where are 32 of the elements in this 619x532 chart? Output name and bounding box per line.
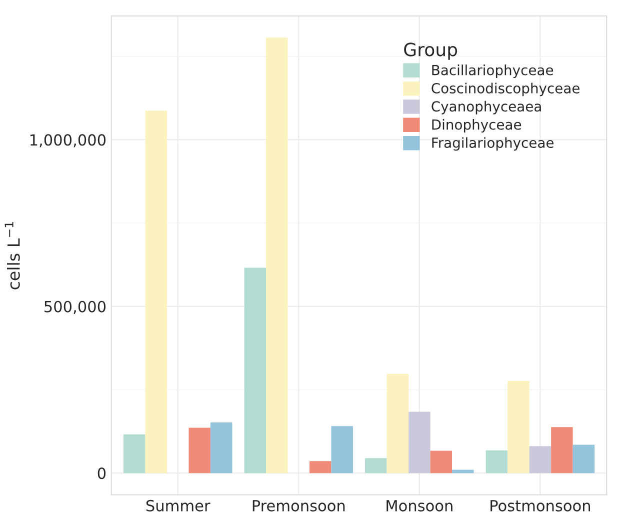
bar xyxy=(266,38,288,474)
legend-label: Bacillariophyceae xyxy=(432,64,554,78)
bar xyxy=(408,412,430,474)
bar xyxy=(508,381,530,474)
bar xyxy=(331,426,353,474)
bar xyxy=(572,444,595,474)
x-tick-label: Summer xyxy=(146,500,210,512)
x-tick-label: Monsoon xyxy=(386,500,452,512)
y-axis-title: cells L$^{−1}$ xyxy=(4,222,20,290)
bar xyxy=(365,458,387,474)
bar xyxy=(310,461,332,474)
legend-label: Cyanophyceaea xyxy=(432,100,541,114)
legend-label: Dinophyceae xyxy=(432,119,522,132)
bar xyxy=(486,450,508,474)
y-tick-label: 1,000,000 xyxy=(30,134,106,148)
legend-label: Fragilariophyceae xyxy=(432,137,554,151)
bar xyxy=(244,268,266,474)
legend-title: Group xyxy=(404,42,458,60)
bar xyxy=(452,470,474,474)
bar xyxy=(145,110,167,474)
bar xyxy=(124,434,146,474)
bar xyxy=(188,428,210,474)
bar xyxy=(386,374,409,474)
x-tick-label: Premonsoon xyxy=(252,500,345,512)
bar xyxy=(430,450,452,474)
bar xyxy=(529,446,552,474)
x-tick-label: Postmonsoon xyxy=(490,500,590,512)
bar xyxy=(551,427,573,474)
y-tick-label: 0 xyxy=(98,468,106,480)
legend-label: Coscinodiscophyceae xyxy=(432,82,580,96)
bar xyxy=(210,422,232,474)
y-tick-label: 500,000 xyxy=(44,300,106,314)
